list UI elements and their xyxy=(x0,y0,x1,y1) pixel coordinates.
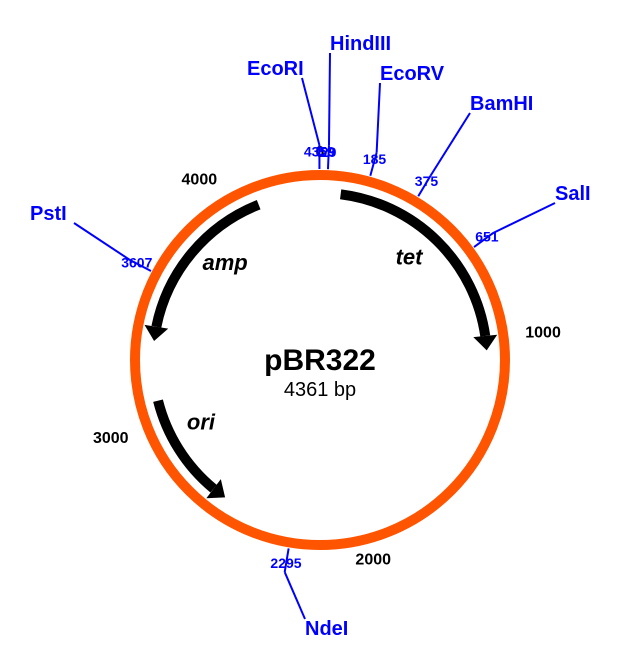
site-leader-BamHI xyxy=(431,113,470,176)
site-leader-EcoRV xyxy=(377,83,380,153)
site-leader-PstI xyxy=(74,223,130,260)
site-stub-HindIII xyxy=(328,145,329,169)
site-label-PstI: PstI xyxy=(30,203,67,225)
feature-arrowhead-amp xyxy=(144,325,168,341)
plasmid-size: 4361 bp xyxy=(284,379,356,401)
feature-label-ori: ori xyxy=(187,409,216,434)
site-leader-HindIII xyxy=(329,53,330,145)
tick-1000: 1000 xyxy=(525,324,561,341)
plasmid-name: pBR322 xyxy=(264,344,376,377)
site-label-SalI: SalI xyxy=(555,183,591,205)
site-leader-NdeI xyxy=(285,572,305,619)
site-leader-SalI xyxy=(493,203,555,233)
feature-label-tet: tet xyxy=(396,244,425,269)
site-label-NdeI: NdeI xyxy=(305,618,348,640)
tick-4000: 4000 xyxy=(182,172,218,189)
tick-3000: 3000 xyxy=(93,430,129,447)
tick-2000: 2000 xyxy=(355,551,391,568)
feature-label-amp: amp xyxy=(202,250,247,275)
plasmid-map: tetampori010002000300040004359EcoRI29Hin… xyxy=(0,0,641,660)
site-label-EcoRV: EcoRV xyxy=(380,63,445,85)
site-label-BamHI: BamHI xyxy=(470,93,533,115)
site-leader-EcoRI xyxy=(302,78,319,145)
site-label-EcoRI: EcoRI xyxy=(247,58,304,80)
site-label-HindIII: HindIII xyxy=(330,33,391,55)
feature-arrowhead-tet xyxy=(473,335,497,351)
